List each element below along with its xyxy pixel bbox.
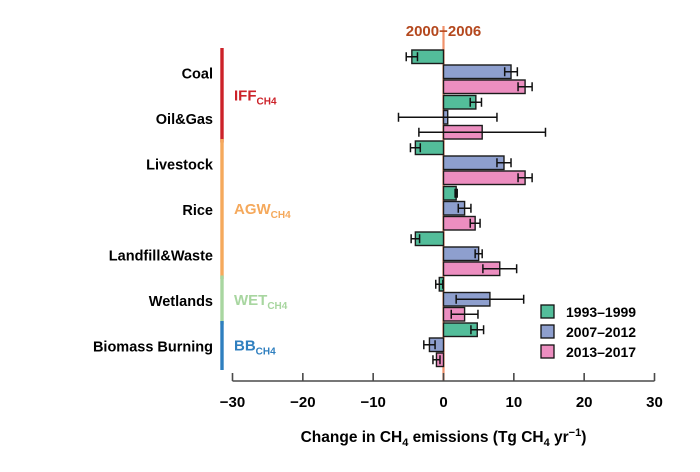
bar-group-landfill-waste bbox=[410, 231, 518, 277]
error-bar bbox=[432, 355, 441, 365]
x-axis: −30 −20 −10 0 10 20 30 bbox=[220, 373, 663, 411]
bar bbox=[442, 170, 526, 186]
x-axis-caption: Change in CH4 emissions (Tg CH4 yr−1) bbox=[301, 427, 587, 449]
bar bbox=[442, 246, 480, 262]
error-bar bbox=[470, 325, 485, 335]
error-bar bbox=[455, 294, 525, 304]
group-label-bb: BBCH4 bbox=[234, 338, 276, 358]
category-label: Biomass Burning bbox=[93, 340, 213, 356]
error-bar bbox=[435, 279, 444, 289]
error-bar bbox=[409, 143, 422, 153]
legend-swatch bbox=[540, 324, 555, 339]
error-bar bbox=[503, 67, 519, 77]
chart-title: 2000−2006 bbox=[406, 23, 482, 40]
category-axis-labels: Coal Oil&Gas Livestock Rice Landfill&Waste We… bbox=[93, 67, 214, 356]
bar bbox=[442, 155, 505, 171]
bar bbox=[442, 79, 526, 95]
legend-label: 2007–2012 bbox=[566, 324, 636, 340]
x-tick-label: 10 bbox=[505, 394, 522, 411]
bar-group-coal bbox=[405, 49, 533, 95]
error-bar bbox=[517, 82, 533, 92]
category-label: Rice bbox=[182, 203, 213, 219]
bar-series-group bbox=[397, 49, 547, 368]
group-label-iff: IFFCH4 bbox=[234, 87, 277, 107]
error-bar bbox=[482, 264, 518, 274]
bar-group-rice bbox=[442, 185, 481, 231]
x-tick-label: 30 bbox=[646, 394, 663, 411]
category-label: Coal bbox=[182, 67, 213, 83]
error-bar bbox=[450, 309, 479, 319]
x-axis-caption-text: Change in CH4 emissions (Tg CH4 yr−1) bbox=[301, 427, 587, 449]
error-bar bbox=[469, 97, 483, 107]
category-label: Livestock bbox=[146, 158, 214, 174]
bar-group-livestock bbox=[409, 140, 533, 186]
bar bbox=[442, 64, 512, 80]
error-bar bbox=[517, 173, 533, 183]
error-bar bbox=[474, 249, 483, 259]
x-tick-label: −20 bbox=[290, 394, 315, 411]
bar-group-oil-gas bbox=[397, 94, 547, 140]
bar-group-wetlands bbox=[435, 276, 525, 322]
title-text: 2000−2006 bbox=[406, 23, 482, 40]
legend-swatch bbox=[540, 344, 555, 359]
x-tick-label: 20 bbox=[576, 394, 593, 411]
legend-swatch bbox=[540, 304, 555, 319]
error-bar bbox=[457, 203, 472, 213]
category-label: Wetlands bbox=[149, 294, 213, 310]
category-label: Oil&Gas bbox=[156, 112, 213, 128]
legend-label: 2013–2017 bbox=[566, 344, 636, 360]
error-bar bbox=[405, 52, 419, 62]
bar-group-biomass-burning bbox=[423, 322, 485, 368]
group-label-agw: AGWCH4 bbox=[234, 201, 291, 221]
bar bbox=[442, 185, 457, 201]
legend-label: 1993–1999 bbox=[566, 304, 636, 320]
x-tick-label: 0 bbox=[439, 394, 447, 411]
error-bar bbox=[418, 127, 547, 137]
chart-legend: 1993–1999 2007–2012 2013–2017 bbox=[540, 304, 636, 360]
error-bar bbox=[496, 158, 512, 168]
group-label-wet: WETCH4 bbox=[234, 292, 288, 312]
x-tick-label: −30 bbox=[220, 394, 245, 411]
error-bar bbox=[469, 218, 481, 228]
category-label: Landfill&Waste bbox=[109, 249, 213, 265]
error-bar bbox=[423, 340, 436, 350]
error-bar bbox=[397, 112, 498, 122]
x-tick-label: −10 bbox=[360, 394, 385, 411]
source-group-labels: IFFCH4 AGWCH4 WETCH4 BBCH4 bbox=[234, 87, 291, 357]
error-bar bbox=[410, 234, 421, 244]
error-bar bbox=[454, 188, 458, 198]
